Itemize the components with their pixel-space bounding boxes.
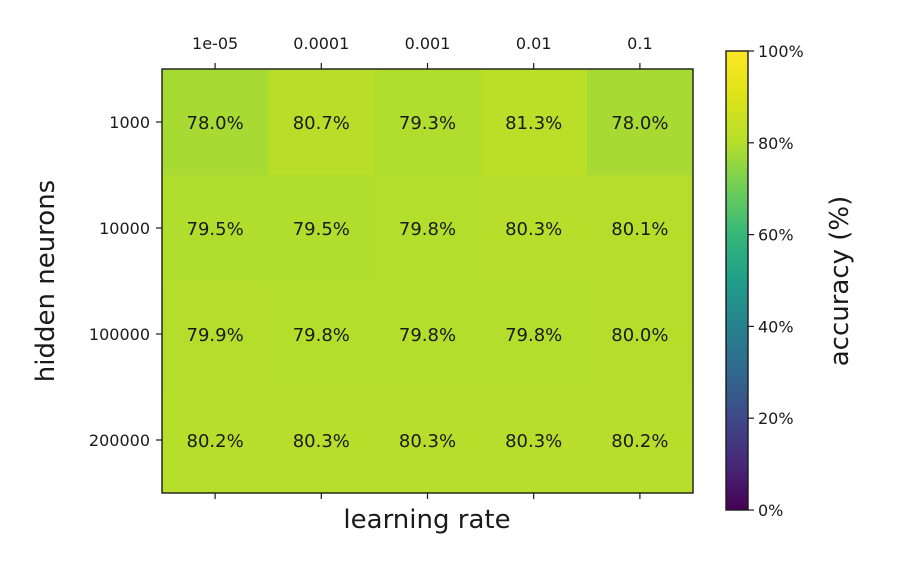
cell-label: 79.9% bbox=[187, 325, 244, 346]
cell-label: 80.2% bbox=[611, 431, 668, 452]
heatmap-cell bbox=[374, 281, 482, 388]
cell-label: 79.8% bbox=[505, 325, 562, 346]
x-tick-label: 1e-05 bbox=[192, 34, 238, 53]
heatmap-cell bbox=[374, 175, 482, 282]
heatmap-cell bbox=[480, 281, 588, 388]
x-axis-ticks: 1e-05 0.0001 0.001 0.01 0.1 bbox=[192, 34, 653, 499]
heatmap-cell bbox=[480, 175, 588, 282]
cell-label: 79.5% bbox=[293, 219, 350, 240]
colorbar-tick-label: 80% bbox=[758, 134, 794, 153]
cell-label: 80.2% bbox=[187, 431, 244, 452]
x-tick-label: 0.0001 bbox=[293, 34, 349, 53]
colorbar-tick-label: 40% bbox=[758, 317, 794, 336]
heatmap-cell bbox=[268, 69, 375, 176]
heatmap-cell bbox=[162, 175, 269, 282]
heatmap-cell bbox=[586, 281, 694, 388]
y-axis-ticks: 1000 10000 100000 200000 bbox=[89, 113, 162, 450]
cell-label: 80.1% bbox=[611, 219, 668, 240]
cell-label: 80.3% bbox=[505, 431, 562, 452]
x-axis-title: learning rate bbox=[343, 505, 510, 535]
heatmap-cells: 78.0% 80.7% 79.3% 81.3% 78.0% 79.5% 79.5% 79.8%… bbox=[162, 69, 694, 494]
cell-label: 81.3% bbox=[505, 113, 562, 134]
colorbar-tick-label: 0% bbox=[758, 501, 783, 520]
colorbar-frame bbox=[725, 50, 749, 511]
heatmap-cell bbox=[480, 69, 588, 176]
heatmap-cell bbox=[586, 387, 694, 494]
cell-label: 79.3% bbox=[399, 113, 456, 134]
x-tick-label: 0.001 bbox=[405, 34, 451, 53]
y-tick-label: 100000 bbox=[89, 325, 150, 344]
cell-label: 80.3% bbox=[399, 431, 456, 452]
colorbar-label: accuracy (%) bbox=[825, 196, 855, 367]
cell-label: 80.7% bbox=[293, 113, 350, 134]
heatmap-cell bbox=[480, 387, 588, 494]
colorbar-tick-label: 20% bbox=[758, 409, 794, 428]
y-tick-label: 10000 bbox=[99, 219, 150, 238]
cell-label: 79.8% bbox=[293, 325, 350, 346]
cell-label: 80.3% bbox=[505, 219, 562, 240]
y-tick-label: 1000 bbox=[109, 113, 150, 132]
heatmap-cell bbox=[268, 175, 375, 282]
cell-label: 78.0% bbox=[187, 113, 244, 134]
x-tick-label: 0.1 bbox=[627, 34, 652, 53]
y-tick-label: 200000 bbox=[89, 431, 150, 450]
cell-label: 79.8% bbox=[399, 219, 456, 240]
heatmap-cell bbox=[374, 69, 482, 176]
heatmap-cell bbox=[162, 281, 269, 388]
heatmap-cell bbox=[586, 175, 694, 282]
heatmap-cell bbox=[268, 387, 375, 494]
cell-label: 80.0% bbox=[611, 325, 668, 346]
heatmap-cell bbox=[586, 69, 694, 176]
cell-label: 79.8% bbox=[399, 325, 456, 346]
heatmap-cell bbox=[162, 387, 269, 494]
x-tick-label: 0.01 bbox=[516, 34, 552, 53]
heatmap-cell bbox=[374, 387, 482, 494]
colorbar bbox=[726, 51, 748, 510]
colorbar-ticks: 0% 20% 40% 60% 80% 100% bbox=[748, 42, 804, 520]
heatmap-cell bbox=[162, 69, 269, 176]
heatmap-cell bbox=[268, 281, 375, 388]
cell-label: 80.3% bbox=[293, 431, 350, 452]
colorbar-tick-label: 100% bbox=[758, 42, 804, 61]
y-axis-title: hidden neurons bbox=[31, 180, 61, 382]
cell-label: 78.0% bbox=[611, 113, 668, 134]
colorbar-tick-label: 60% bbox=[758, 226, 794, 245]
cell-label: 79.5% bbox=[187, 219, 244, 240]
